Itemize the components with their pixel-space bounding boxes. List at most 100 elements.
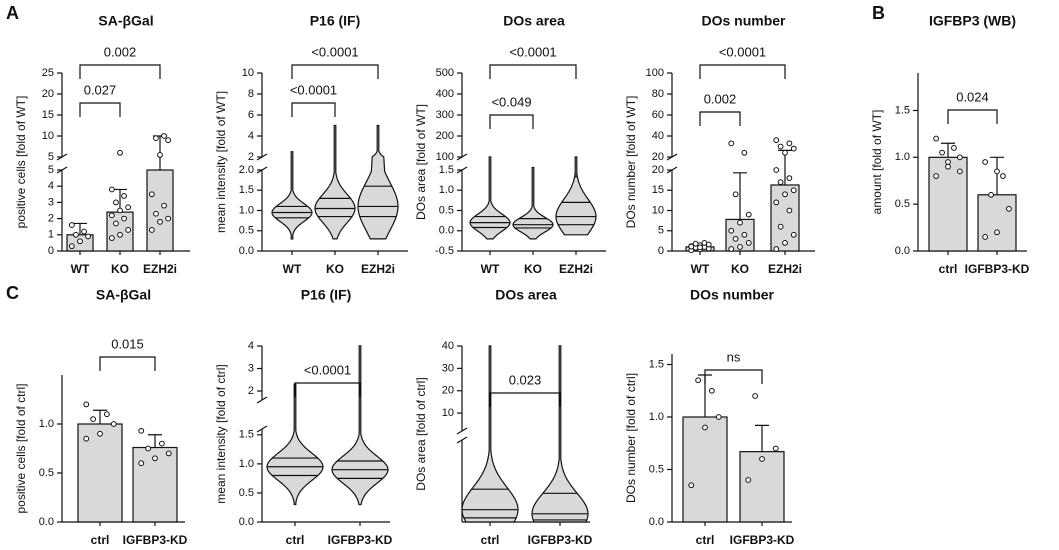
data-point (745, 240, 752, 246)
y-axis-label: positive cells [fold of WT] (14, 96, 28, 229)
significance-bracket (489, 64, 577, 79)
data-point (697, 244, 703, 251)
p-value: 0.002 (104, 44, 137, 59)
x-tick-label: EZH2i (559, 262, 593, 276)
y-tick-label: 0.0 (895, 245, 910, 257)
x-tick-label: WT (71, 262, 90, 276)
data-point (117, 149, 123, 156)
data-point (121, 215, 127, 222)
data-point (777, 179, 784, 186)
y-tick-label: 2 (48, 213, 54, 225)
data-point (988, 191, 994, 198)
data-point (1005, 205, 1012, 212)
y-tick-label: 1.5 (239, 184, 254, 196)
data-point (982, 234, 989, 240)
y-axis-label: mean intensity [fold of WT] (214, 91, 228, 233)
data-point (85, 233, 92, 240)
x-tick-label: WT (691, 262, 710, 276)
y-tick-label: 10 (242, 67, 254, 79)
x-tick-label: ctrl (481, 533, 500, 547)
axis-break (456, 427, 468, 435)
y-tick-label: 2 (248, 385, 254, 397)
error-bar (755, 424, 769, 452)
bar (682, 416, 728, 523)
data-point (790, 187, 797, 194)
y-tick-label: 1.0 (649, 411, 664, 423)
p-value: ns (727, 349, 741, 364)
y-tick-label: 1.0 (239, 458, 254, 470)
data-point (951, 145, 957, 151)
violin (357, 124, 399, 240)
data-point (752, 393, 759, 399)
panel-label: A (6, 3, 19, 23)
axis-break (256, 425, 268, 433)
data-point (83, 401, 90, 408)
violin (469, 156, 511, 240)
y-tick-label: 0.5 (895, 198, 910, 210)
data-point (956, 154, 963, 161)
y-tick-label: 1.0 (439, 184, 454, 196)
data-point (161, 133, 167, 139)
data-point (732, 235, 739, 242)
chart-title: P16 (IF) (310, 13, 361, 29)
y-tick-label: 0 (658, 245, 664, 257)
chart-title: SA-βGal (96, 287, 151, 303)
significance-bracket (291, 102, 336, 117)
y-tick-label: 20 (42, 88, 54, 100)
data-point (68, 243, 75, 250)
x-tick-label: IGFBP3-KD (123, 533, 188, 547)
data-point (945, 163, 951, 170)
y-tick-label: 4 (248, 130, 254, 142)
data-point (732, 191, 739, 198)
significance-bracket (79, 64, 161, 79)
y-tick-label: 300 (436, 109, 454, 121)
data-point (121, 193, 127, 199)
y-tick-label: 5 (658, 225, 664, 237)
y-tick-label: 0.0 (39, 516, 54, 528)
y-axis-label: DOs number [fold of WT] (624, 96, 638, 229)
data-point (708, 387, 715, 394)
violin (271, 151, 313, 240)
data-point (153, 135, 159, 142)
data-point (108, 235, 115, 241)
y-tick-label: 0.0 (439, 225, 454, 237)
x-tick-label: ctrl (696, 533, 715, 547)
data-point (165, 137, 172, 144)
data-point (695, 377, 702, 384)
significance-bracket (704, 369, 763, 384)
x-tick-label: ctrl (286, 533, 305, 547)
chart-title: DOs area (495, 287, 557, 303)
data-point (157, 152, 163, 158)
data-point (741, 149, 748, 156)
violin (266, 383, 324, 506)
data-point (728, 246, 735, 252)
data-point (790, 231, 797, 238)
x-tick-label: KO (111, 262, 129, 276)
y-tick-label: 400 (436, 88, 454, 100)
data-point (773, 246, 780, 252)
data-point (782, 191, 788, 198)
y-tick-label: 0.5 (39, 467, 54, 479)
data-point (1000, 173, 1006, 179)
data-point (772, 445, 779, 452)
p-value: 0.027 (84, 82, 117, 97)
y-tick-label: 200 (436, 130, 454, 142)
data-point (161, 202, 167, 209)
p-value: <0.0001 (311, 44, 358, 59)
error-bar (148, 434, 162, 448)
y-tick-label: 10 (652, 204, 664, 216)
data-point (786, 207, 793, 214)
significance-bracket (294, 382, 361, 397)
data-point (81, 228, 87, 235)
panel-label: B (872, 3, 885, 23)
data-point (117, 207, 123, 214)
axis-break (256, 396, 268, 404)
y-tick-label: 1.5 (439, 164, 454, 176)
y-tick-label: 60 (652, 109, 664, 121)
data-point (994, 168, 1000, 175)
significance-bracket (947, 109, 998, 124)
data-point (103, 411, 110, 418)
data-point (745, 211, 752, 218)
y-tick-label: 0 (48, 245, 54, 257)
